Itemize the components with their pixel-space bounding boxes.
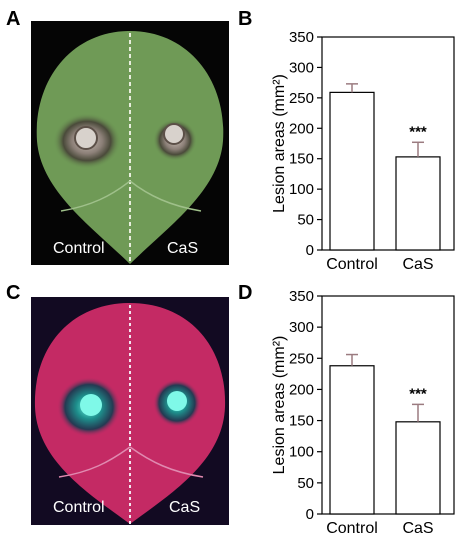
panel-label-a: A: [6, 8, 21, 30]
y-tick-label-b: 250: [289, 90, 314, 107]
y-tick-label-d: 150: [289, 413, 314, 430]
y-tick-label-d: 100: [289, 444, 314, 461]
panel-label-d: D: [238, 282, 253, 304]
bar-b-1: [395, 156, 441, 251]
y-tick-label-b: 300: [289, 59, 314, 76]
category-label-d-1: CaS: [402, 520, 433, 537]
leaf-veins: [58, 446, 204, 478]
y-axis-label-d: Lesion areas (mm²): [271, 336, 288, 475]
leaf-photo-c: Control CaS: [31, 297, 229, 525]
bar-d-0: [329, 365, 375, 515]
y-tick-label-d: 50: [297, 475, 314, 492]
plug-cas: [163, 123, 185, 145]
category-label-b-0: Control: [326, 256, 378, 273]
y-tick-label-b: 350: [289, 29, 314, 46]
y-tick-label-d: 200: [289, 381, 314, 398]
category-label-b-1: CaS: [402, 256, 433, 273]
bar-d-1: [395, 421, 441, 515]
plug-control: [80, 394, 102, 416]
leaf-photo-a: Control CaS: [31, 21, 229, 265]
y-tick-label-b: 100: [289, 181, 314, 198]
y-tick-label-b: 50: [297, 212, 314, 229]
y-tick-label-d: 350: [289, 288, 314, 305]
plug-cas: [167, 391, 187, 411]
y-tick-label-d: 250: [289, 350, 314, 367]
bar-b-0: [329, 91, 375, 251]
photo-label-control: Control: [53, 499, 105, 516]
photo-label-cas: CaS: [167, 240, 198, 257]
y-tick-label-b: 150: [289, 151, 314, 168]
significance-label-d: ***: [409, 385, 427, 402]
chart-frame-d: [321, 295, 455, 515]
significance-label-b: ***: [409, 123, 427, 140]
y-tick-label-d: 300: [289, 319, 314, 336]
plug-control: [74, 126, 98, 150]
panel-label-b: B: [238, 8, 253, 30]
photo-label-cas: CaS: [169, 499, 200, 516]
y-tick-label-d: 0: [306, 506, 314, 523]
panel-label-c: C: [6, 282, 21, 304]
y-axis-label-b: Lesion areas (mm²): [271, 74, 288, 213]
leaf-veins: [60, 180, 202, 212]
category-label-d-0: Control: [326, 520, 378, 537]
chart-frame-b: [321, 36, 455, 251]
photo-label-control: Control: [53, 240, 105, 257]
y-tick-label-b: 0: [306, 242, 314, 259]
y-tick-label-b: 200: [289, 120, 314, 137]
